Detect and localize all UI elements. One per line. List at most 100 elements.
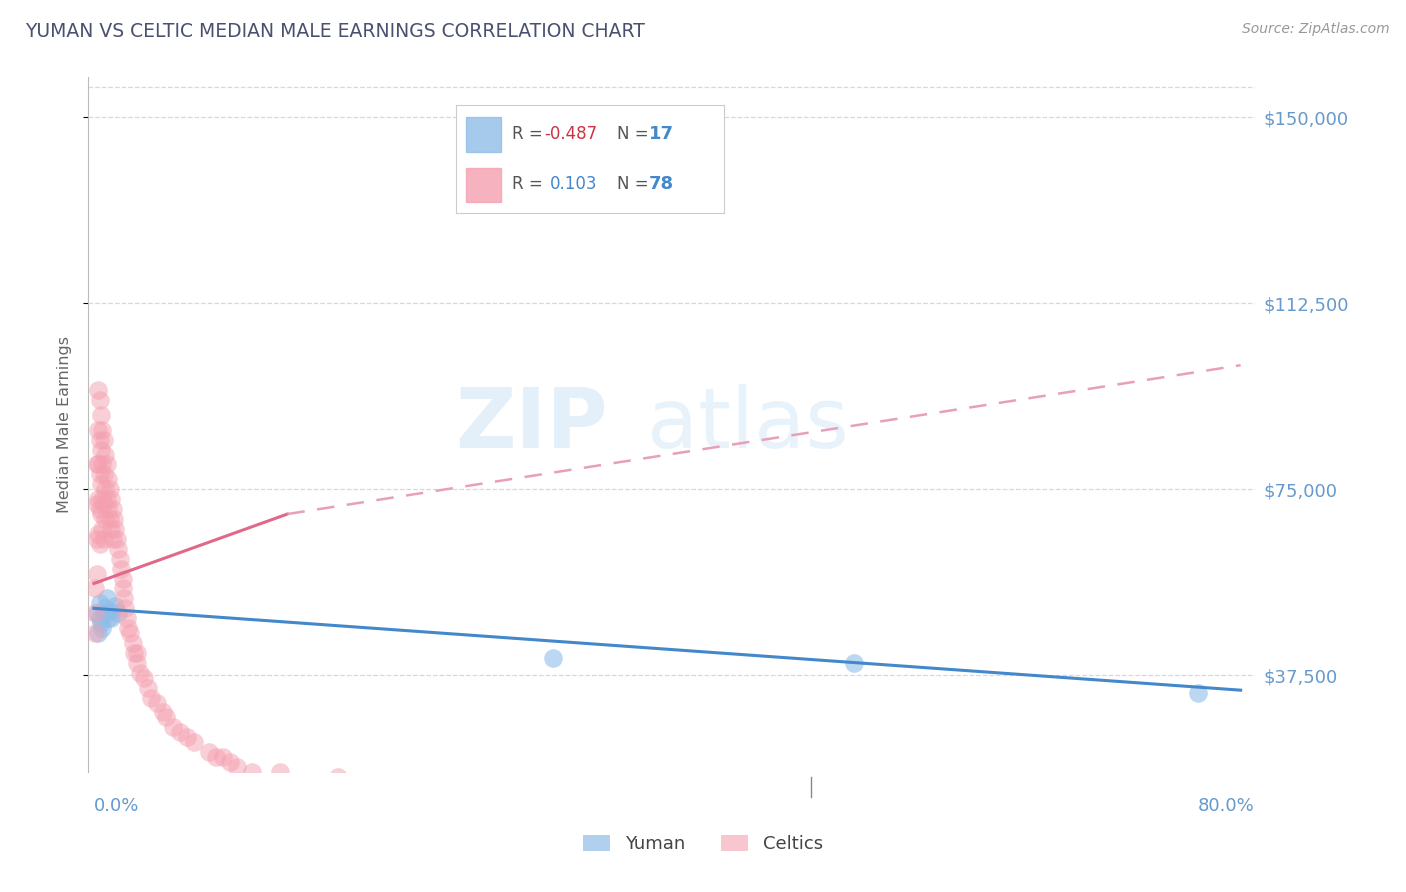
Point: [86, 458, 108, 472]
Point: [87, 527, 110, 541]
Point: [326, 770, 349, 784]
Point: [97, 502, 120, 516]
Point: [96, 492, 118, 507]
Point: [176, 731, 198, 745]
Point: [169, 725, 191, 739]
Point: [112, 591, 135, 606]
Point: [96, 458, 118, 472]
Point: [111, 572, 134, 586]
Point: [87, 458, 110, 472]
Point: [89, 502, 111, 516]
Point: [117, 621, 139, 635]
Point: [107, 541, 129, 556]
Point: [115, 611, 138, 625]
Point: [107, 607, 129, 621]
Point: [104, 599, 127, 613]
Text: ZIP: ZIP: [456, 384, 607, 466]
Point: [122, 646, 145, 660]
Point: [114, 601, 136, 615]
Point: [97, 611, 120, 625]
Point: [118, 626, 141, 640]
Point: [86, 532, 108, 546]
Point: [141, 690, 163, 705]
Point: [87, 626, 110, 640]
Point: [90, 442, 112, 457]
Point: [162, 720, 184, 734]
Point: [91, 423, 114, 437]
Point: [226, 760, 249, 774]
Point: [1187, 686, 1209, 700]
Point: [91, 458, 114, 472]
Point: [91, 621, 114, 635]
Point: [269, 765, 291, 780]
Point: [93, 467, 115, 482]
Point: [101, 502, 124, 516]
Point: [89, 537, 111, 551]
Point: [100, 522, 122, 536]
Point: [86, 497, 108, 511]
Point: [219, 755, 242, 769]
Point: [212, 750, 235, 764]
Point: [240, 765, 263, 780]
Point: [100, 611, 122, 625]
Point: [128, 665, 150, 680]
Point: [98, 512, 121, 526]
Point: [110, 561, 132, 575]
Point: [96, 591, 118, 606]
Text: YUMAN VS CELTIC MEDIAN MALE EARNINGS CORRELATION CHART: YUMAN VS CELTIC MEDIAN MALE EARNINGS COR…: [25, 22, 645, 41]
Point: [91, 492, 114, 507]
Point: [121, 636, 143, 650]
Point: [108, 551, 131, 566]
Text: 0.0%: 0.0%: [94, 797, 139, 814]
Point: [541, 651, 564, 665]
Point: [94, 512, 117, 526]
Point: [94, 601, 117, 615]
Point: [94, 482, 117, 496]
Point: [90, 408, 112, 422]
Point: [100, 492, 122, 507]
Point: [98, 482, 121, 496]
Point: [94, 448, 117, 462]
Point: [89, 611, 111, 625]
Point: [183, 735, 205, 749]
Point: [125, 646, 148, 660]
Point: [125, 656, 148, 670]
Point: [138, 681, 160, 695]
Point: [93, 532, 115, 546]
Point: [86, 566, 108, 581]
Point: [89, 392, 111, 407]
Point: [84, 607, 107, 621]
Point: [97, 472, 120, 486]
Legend: Yuman, Celtics: Yuman, Celtics: [576, 828, 830, 861]
Y-axis label: Median Male Earnings: Median Male Earnings: [58, 336, 72, 513]
Point: [146, 696, 169, 710]
Point: [90, 616, 112, 631]
Point: [111, 582, 134, 596]
Text: atlas: atlas: [647, 384, 848, 466]
Point: [91, 522, 114, 536]
Point: [197, 745, 219, 759]
Point: [105, 532, 128, 546]
Point: [842, 656, 865, 670]
Point: [86, 607, 108, 621]
Point: [93, 497, 115, 511]
Point: [84, 582, 107, 596]
Point: [132, 671, 155, 685]
Point: [93, 607, 115, 621]
Point: [89, 596, 111, 610]
Point: [101, 532, 124, 546]
Point: [90, 477, 112, 491]
Point: [89, 433, 111, 447]
Point: [90, 507, 112, 521]
Point: [155, 710, 177, 724]
Point: [89, 467, 111, 482]
Text: 80.0%: 80.0%: [1198, 797, 1256, 814]
Point: [87, 423, 110, 437]
Point: [152, 706, 174, 720]
Point: [98, 604, 121, 618]
Point: [104, 522, 127, 536]
Point: [93, 433, 115, 447]
Text: Source: ZipAtlas.com: Source: ZipAtlas.com: [1241, 22, 1389, 37]
Point: [204, 750, 226, 764]
Point: [103, 512, 125, 526]
